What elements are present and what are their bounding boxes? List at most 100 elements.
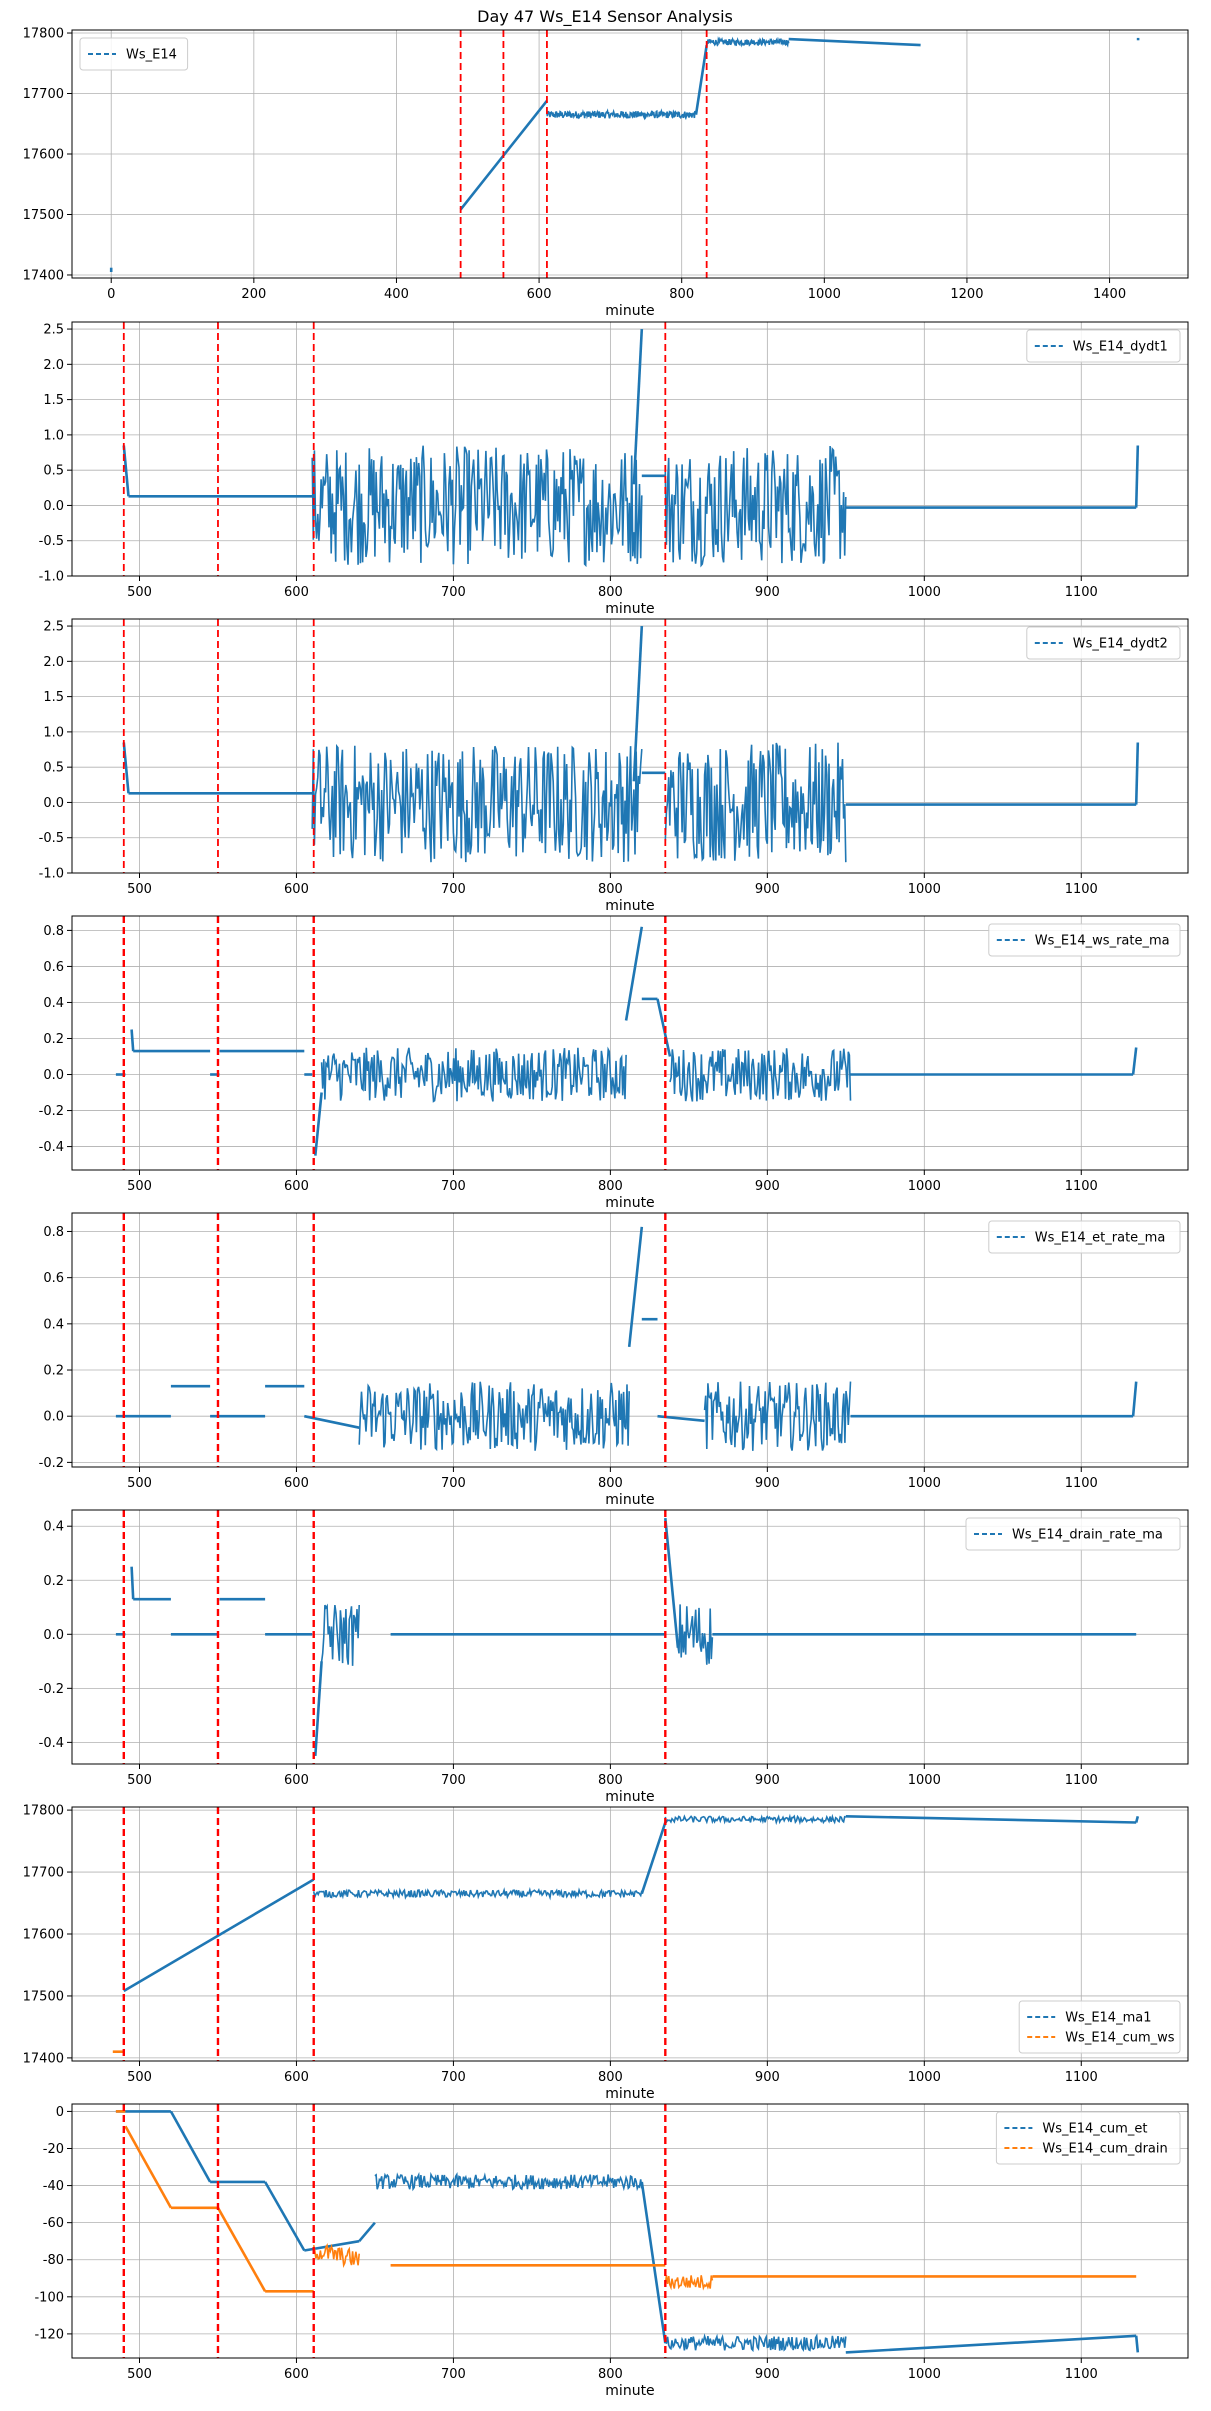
- y-tick-label: -1.0: [39, 570, 64, 585]
- series-line-Ws_E14_ws_rate_ma: [656, 998, 672, 1057]
- series-line-Ws_E14_dydt1: [1134, 445, 1140, 508]
- plot-area: [112, 1807, 1140, 2061]
- x-tick-label: 1100: [1065, 1476, 1098, 1491]
- axes-frame: [71, 1509, 1189, 1765]
- series-line-Ws_E14_cum_et: [845, 2334, 1137, 2354]
- y-tick-label: 1.0: [43, 428, 64, 443]
- x-tick-label: 900: [755, 1773, 780, 1788]
- x-tick-label: 600: [284, 585, 309, 600]
- series-line-Ws_E14_ma1: [640, 1822, 667, 1895]
- y-tick-label: 0.0: [43, 1628, 64, 1643]
- x-tick-label: 1000: [908, 585, 941, 600]
- panel-5: 500 600 700 800 900 1000 1100 -0.2 0.0 0.2 0.4 0.6 0…: [39, 1212, 1189, 1508]
- x-tick-label: 800: [598, 1476, 623, 1491]
- y-tick-label: 0.0: [43, 796, 64, 811]
- y-tick-label: 17500: [23, 208, 64, 223]
- y-tick-label: 0.4: [43, 1520, 64, 1535]
- legend: Ws_E14_dydt1: [1026, 329, 1181, 363]
- y-tick-label: 1.5: [43, 690, 64, 705]
- y-tick-label: -0.4: [39, 1140, 64, 1155]
- series-line-Ws_E14_dydt1: [122, 445, 130, 497]
- legend: Ws_E14_ws_rate_ma: [988, 923, 1181, 957]
- x-axis-label: minute: [605, 303, 654, 319]
- x-tick-label: 800: [669, 287, 694, 302]
- x-tick-label: 600: [284, 1476, 309, 1491]
- y-tick-label: -0.5: [39, 831, 64, 846]
- x-tick-label: 700: [441, 882, 466, 897]
- y-tick-label: 2.5: [43, 323, 64, 338]
- axes-frame: [71, 2103, 1189, 2359]
- y-tick-label: -120: [34, 2327, 64, 2342]
- y-tick-label: 17700: [23, 1866, 64, 1881]
- series-line-Ws_E14_cum_et: [263, 2181, 306, 2252]
- series-line-Ws_E14_ma1: [1134, 1815, 1140, 1823]
- legend-label: Ws_E14_ma1: [1065, 2011, 1151, 2026]
- y-tick-label: 2.0: [43, 655, 64, 670]
- y-tick-label: 0.2: [43, 1032, 64, 1047]
- plot-area: [115, 916, 1138, 1170]
- x-tick-label: 1400: [1093, 287, 1126, 302]
- y-tick-label: 17600: [23, 1928, 64, 1943]
- x-tick-label: 700: [441, 1773, 466, 1788]
- y-tick-label: -0.2: [39, 1682, 64, 1697]
- x-tick-label: 1100: [1065, 585, 1098, 600]
- series-line-Ws_E14_et_rate_ma: [627, 1226, 644, 1348]
- series-line-Ws_E14_ws_rate_ma: [1131, 1047, 1138, 1075]
- series-line-Ws_E14_cum_et: [169, 2110, 212, 2183]
- x-tick-label: 600: [284, 1773, 309, 1788]
- x-tick-label: 1000: [908, 1179, 941, 1194]
- series-line-Ws_E14_et_rate_ma: [1131, 1381, 1138, 1417]
- legend-box: [1018, 2000, 1181, 2054]
- x-axis-label: minute: [605, 2383, 654, 2399]
- y-tick-label: -40: [43, 2179, 64, 2194]
- legend-label: Ws_E14_cum_ws: [1065, 2031, 1175, 2046]
- x-axis-label: minute: [605, 601, 654, 617]
- figure-title: Day 47 Ws_E14 Sensor Analysis: [477, 7, 733, 27]
- x-tick-label: 900: [755, 2367, 780, 2382]
- y-tick-label: 0.0: [43, 499, 64, 514]
- series-line-Ws_E14: [546, 108, 697, 121]
- y-tick-label: 0.4: [43, 1317, 64, 1332]
- y-tick-label: 0.8: [43, 924, 64, 939]
- series-line-Ws_E14_cum_drain: [664, 2275, 714, 2291]
- panel-8: 500 600 700 800 900 1000 1100 -120 -100 -80 -60 -40…: [34, 2103, 1189, 2399]
- legend-label: Ws_E14: [126, 48, 177, 63]
- x-tick-label: 600: [284, 1179, 309, 1194]
- x-tick-label: 700: [441, 1179, 466, 1194]
- plot-area: [122, 619, 1140, 873]
- series-line-Ws_E14_cum_drain: [124, 2125, 173, 2209]
- legend-label: Ws_E14_cum_et: [1042, 2122, 1147, 2137]
- x-tick-label: 900: [755, 1179, 780, 1194]
- x-tick-label: 700: [441, 2070, 466, 2085]
- legend: Ws_E14_cum_et Ws_E14_cum_drain: [995, 2111, 1181, 2165]
- legend-box: [79, 37, 189, 71]
- series-line-Ws_E14_dydt1: [311, 445, 643, 568]
- x-tick-label: 1100: [1065, 1179, 1098, 1194]
- series-line-Ws_E14_dydt2: [1134, 742, 1140, 805]
- panel-6: 500 600 700 800 900 1000 1100 -0.4 -0.2 0.0 0.2 0.4…: [39, 1509, 1189, 1805]
- panel-1: 0 200 400 600 800 1000 1200 1400 17400 17500 17600…: [23, 27, 1189, 319]
- x-axis-label: minute: [605, 1789, 654, 1805]
- series-line-Ws_E14_dydt2: [632, 626, 644, 782]
- series-line-Ws_E14_dydt2: [311, 743, 643, 863]
- series-line-Ws_E14_drain_rate_ma: [320, 1603, 360, 1666]
- series-line-Ws_E14_dydt1: [632, 329, 644, 485]
- plot-area: [115, 2104, 1140, 2358]
- legend-box: [988, 923, 1181, 957]
- x-tick-label: 900: [755, 585, 780, 600]
- y-tick-label: -1.0: [39, 867, 64, 882]
- x-tick-label: 1100: [1065, 2367, 1098, 2382]
- series-line-Ws_E14: [788, 37, 921, 47]
- series-line-Ws_E14_drain_rate_ma: [130, 1566, 135, 1600]
- legend: Ws_E14_ma1 Ws_E14_cum_ws: [1018, 2000, 1181, 2054]
- x-tick-label: 600: [284, 2070, 309, 2085]
- y-tick-label: -0.2: [39, 1456, 64, 1471]
- y-tick-label: 17700: [23, 87, 64, 102]
- legend-label: Ws_E14_ws_rate_ma: [1035, 934, 1170, 949]
- x-tick-label: 1100: [1065, 2070, 1098, 2085]
- series-line-Ws_E14_drain_rate_ma: [664, 1517, 680, 1648]
- x-tick-label: 1000: [908, 2070, 941, 2085]
- series-line-Ws_E14_dydt1: [664, 445, 847, 568]
- plot-area: [115, 1510, 1137, 1764]
